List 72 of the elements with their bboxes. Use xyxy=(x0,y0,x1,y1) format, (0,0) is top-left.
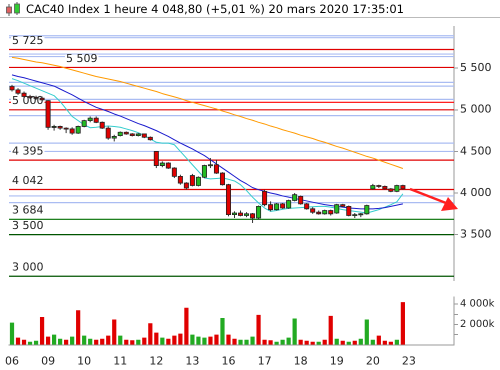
bar xyxy=(28,342,32,345)
bar xyxy=(286,338,291,345)
bar xyxy=(280,340,285,345)
bar xyxy=(346,342,351,345)
bar xyxy=(160,338,164,345)
x-tick-label: 13 xyxy=(185,354,200,368)
bar xyxy=(58,338,62,345)
bar xyxy=(22,340,26,345)
x-tick-label: 06 xyxy=(5,354,20,368)
bar xyxy=(118,336,122,345)
bar xyxy=(256,314,261,345)
x-tick-label: 12 xyxy=(149,354,164,368)
y-tick-label: 4 000k xyxy=(460,298,495,310)
x-tick-label: 17 xyxy=(258,354,272,368)
bar xyxy=(52,334,56,345)
ref-line-label: 5 509 xyxy=(66,52,98,65)
x-tick-label: 19 xyxy=(330,354,344,368)
bar xyxy=(238,340,243,345)
bar xyxy=(178,334,182,345)
bar xyxy=(136,340,140,345)
x-tick-label: 20 xyxy=(366,354,380,368)
bar xyxy=(400,302,405,345)
y-tick-label: 5 000 xyxy=(460,102,492,116)
bar xyxy=(16,338,20,345)
bar xyxy=(388,342,393,345)
chart-title: CAC40 Index 1 heure 4 048,80 (+5,01 %) 20 mars 2020 17:35:01 xyxy=(0,0,500,18)
bar xyxy=(70,336,74,345)
x-tick-label: 09 xyxy=(41,354,56,368)
bar xyxy=(196,336,201,345)
bar xyxy=(340,340,345,345)
bar xyxy=(244,340,249,345)
y-tick-label: 5 500 xyxy=(460,61,492,74)
bar xyxy=(208,336,213,345)
bar xyxy=(352,340,357,345)
bar xyxy=(214,334,219,345)
bar xyxy=(172,336,176,345)
bar xyxy=(334,338,339,345)
bar xyxy=(226,334,231,345)
bar xyxy=(190,334,195,345)
bar xyxy=(274,342,279,345)
ref-line-label: 4 395 xyxy=(12,144,44,158)
bar xyxy=(394,340,399,345)
bar xyxy=(184,308,189,345)
y-tick-label: 2 000k xyxy=(460,319,495,330)
ref-line-label: 3 500 xyxy=(12,218,44,232)
bar xyxy=(166,338,170,345)
ref-line-label: 4 042 xyxy=(12,174,44,187)
y-tick-label: 4 500 xyxy=(460,144,492,158)
x-tick-label: 16 xyxy=(221,354,236,368)
bar xyxy=(64,340,68,345)
bar xyxy=(292,318,297,345)
bar xyxy=(268,340,273,345)
bar xyxy=(262,340,267,345)
bar xyxy=(76,310,80,345)
bar xyxy=(46,336,50,345)
x-tick-label: 11 xyxy=(113,354,128,368)
x-tick-label: 18 xyxy=(294,354,308,368)
bar xyxy=(316,342,321,345)
bar xyxy=(232,338,237,345)
bar xyxy=(40,317,44,345)
x-tick-label: 10 xyxy=(77,354,92,368)
x-tick-label: 23 xyxy=(402,354,416,368)
bar xyxy=(10,322,14,345)
ref-line-label: 5 725 xyxy=(12,34,44,47)
bar xyxy=(220,318,225,345)
ref-line-label: 3 000 xyxy=(12,260,44,274)
bar xyxy=(34,340,38,345)
ref-line-label: 3 684 xyxy=(12,204,44,217)
bar xyxy=(202,338,207,345)
y-tick-label: 3 500 xyxy=(460,227,492,240)
y-tick-label: 4 000 xyxy=(460,186,492,199)
bar xyxy=(250,336,255,345)
